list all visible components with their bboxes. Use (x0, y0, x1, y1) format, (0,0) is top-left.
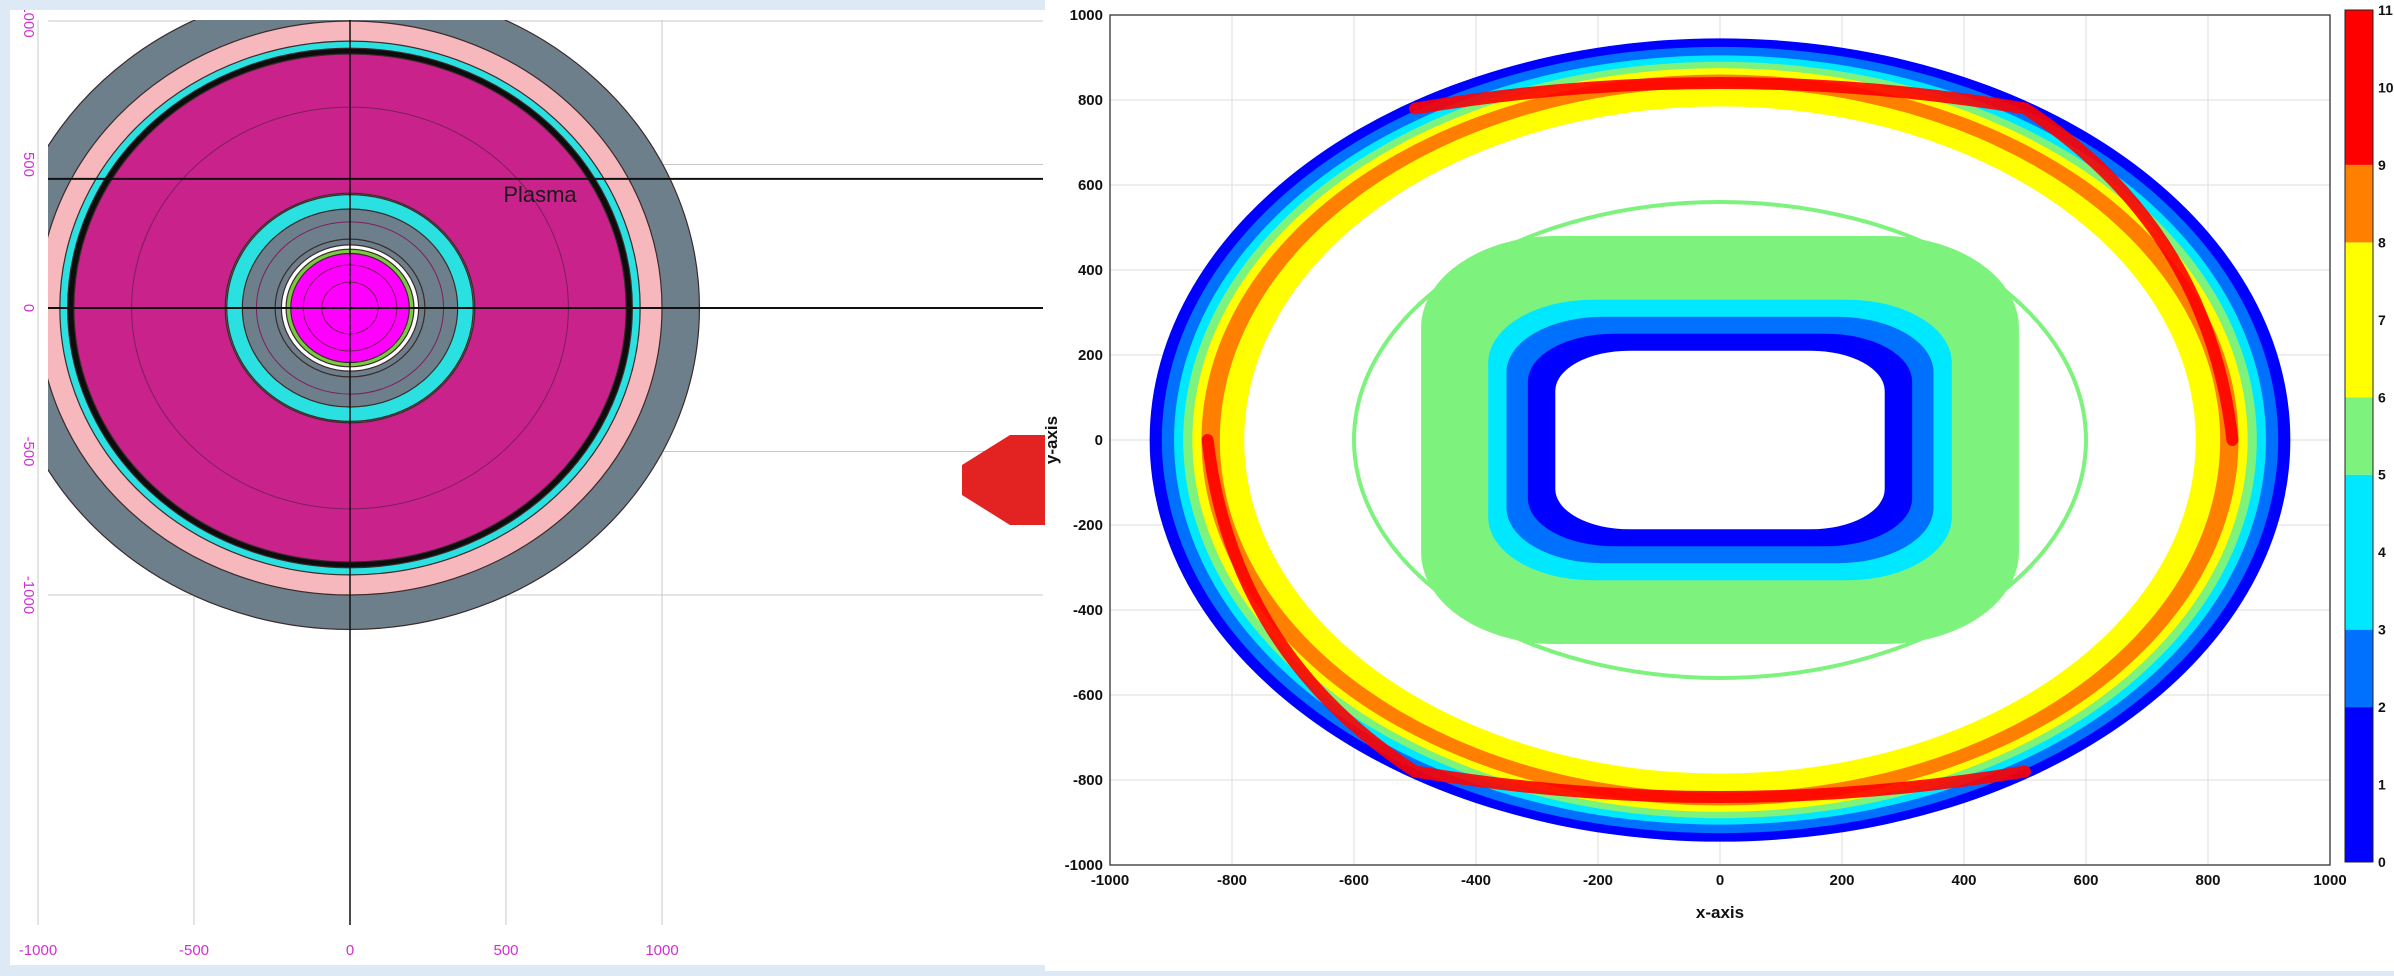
geometry-x-tick-label: 0 (346, 942, 354, 959)
colorbar-segment (2345, 707, 2373, 862)
contour-x-tick-labels: -1000 -800 -600 -400 -200 0 200 400 600 800 1000 (1091, 872, 2347, 889)
colorbar-frame (2344, 9, 2374, 863)
plasma-label: Plasma (503, 182, 577, 207)
contour-inner-band (1555, 350, 1885, 530)
geometry-plot: Plasma -1000 -500 0 500 1000 10005000-500-10… (19, 4, 1045, 959)
x-axis-label: x-axis (1696, 903, 1744, 922)
contour-y-tick-label: 400 (1078, 262, 1103, 279)
colorbar-tick-label: 1 (2378, 777, 2386, 793)
contour-plot-panel: -1000 -800 -600 -400 -200 0 200 400 600 800 1000 1… (1042, 0, 2394, 971)
contour-y-tick-label: 200 (1078, 347, 1103, 364)
contour-y-tick-label: -600 (1073, 687, 1103, 704)
colorbar-tick-label: 7 (2378, 312, 2386, 328)
contour-x-tick-label: -1000 (1091, 872, 1129, 889)
contour-x-tick-label: 800 (2195, 872, 2220, 889)
geometry-y-tick-label: -500 (20, 436, 37, 466)
geometry-y-tick-label: -1000 (20, 576, 37, 614)
colorbar-segment (2345, 10, 2373, 165)
contour-x-tick-label: 600 (2073, 872, 2098, 889)
contour-x-tick-label: -400 (1461, 872, 1491, 889)
geometry-plot-panel: Plasma -1000 -500 0 500 1000 1000 500 0 -500 -10… (10, 4, 1045, 965)
contour-x-tick-label: 400 (1951, 872, 1976, 889)
geometry-x-tick-label: 1000 (645, 942, 678, 959)
colorbar-segment (2345, 629, 2373, 708)
contour-x-tick-label: -600 (1339, 872, 1369, 889)
colorbar-segment (2345, 474, 2373, 630)
contour-x-tick-label: -200 (1583, 872, 1613, 889)
colorbar-segment (2345, 242, 2373, 398)
geometry-x-tick-label: -1000 (19, 942, 57, 959)
geometry-y-tick-label: 0 (20, 304, 37, 312)
contour-y-tick-label: 600 (1078, 177, 1103, 194)
contour-x-tick-label: 200 (1829, 872, 1854, 889)
contour-y-tick-label: -200 (1073, 517, 1103, 534)
colorbar-tick-label: 6 (2378, 389, 2386, 405)
colorbar-tick-label: 9 (2378, 157, 2386, 173)
colorbar-tick-label: 11 (2378, 2, 2393, 18)
colorbar-tick-label: 4 (2378, 544, 2386, 560)
y-axis-label: y-axis (1045, 416, 1061, 464)
colorbar-tick-label: 8 (2378, 234, 2386, 250)
colorbar: 0 1 2 3 4 5 6 7 8 9 10 11 (2344, 2, 2394, 870)
colorbar-tick-label: 2 (2378, 699, 2386, 715)
contour-x-tick-label: -800 (1217, 872, 1247, 889)
contour-hotspot (1201, 434, 2031, 803)
contour-y-tick-label: 800 (1078, 92, 1103, 109)
contour-y-tick-labels: 1000 800 600 400 200 0 -200 -400 -600 -800 -1000 (1065, 7, 1103, 874)
contour-frame (1109, 14, 2331, 866)
contour-x-tick-label: 0 (1716, 872, 1724, 889)
contour-x-tick-label: 1000 (2313, 872, 2346, 889)
geometry-crosshair (48, 20, 1043, 925)
colorbar-tick-label: 5 (2378, 467, 2386, 483)
geometry-y-tick-labels: 1000 500 0 -500 -1000 (20, 4, 37, 614)
colorbar-segment (2345, 397, 2373, 475)
contour-inner-ring (1352, 200, 2088, 680)
contour-bands (1149, 38, 2291, 842)
geometry-x-tick-label: 500 (493, 942, 518, 959)
colorbar-segment (2345, 164, 2373, 243)
contour-plot: -1000 -800 -600 -400 -200 0 200 400 600 800 1000 1… (1042, 2, 2394, 922)
geometry-rings (48, 20, 700, 630)
geometry-x-tick-label: -500 (179, 942, 209, 959)
colorbar-tick-label: 3 (2378, 622, 2386, 638)
colorbar-tick-label: 0 (2378, 854, 2386, 870)
contour-y-tick-label: 1000 (1070, 7, 1103, 24)
geometry-x-tick-labels: -1000 -500 0 500 1000 (19, 942, 679, 959)
contour-y-tick-label: -400 (1073, 602, 1103, 619)
colorbar-tick-label: 10 (2378, 79, 2394, 95)
contour-y-tick-label: -800 (1073, 772, 1103, 789)
geometry-y-tick-label: 1000 (20, 10, 37, 38)
contour-y-tick-label: 0 (1095, 432, 1103, 449)
geometry-y-tick-label: 500 (20, 152, 37, 177)
contour-y-tick-label: -1000 (1065, 857, 1103, 874)
contour-hotspot (1409, 77, 2239, 446)
red-arrow-icon (962, 435, 1045, 525)
